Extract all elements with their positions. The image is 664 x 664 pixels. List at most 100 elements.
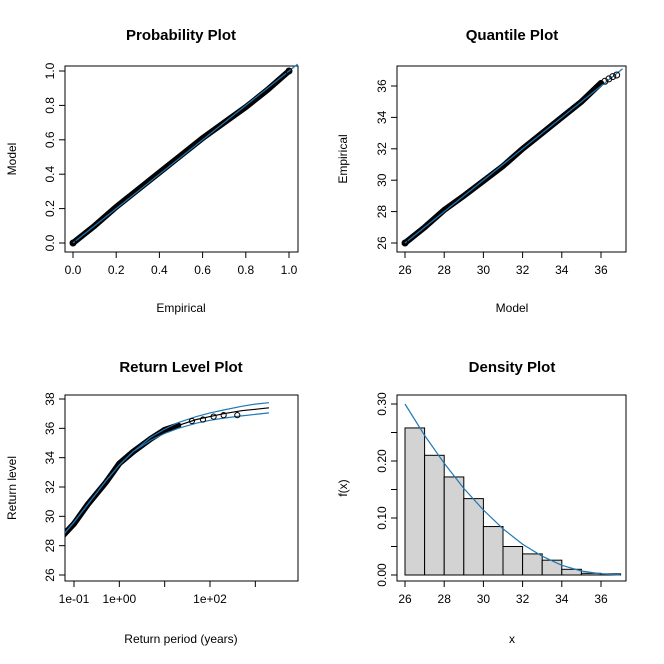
data-point (220, 412, 227, 419)
x-tick-label: 0.4 (151, 263, 168, 277)
x-tick-label: 1e+02 (193, 592, 227, 606)
histogram-bar (463, 498, 484, 576)
x-tick-label: 0.8 (237, 263, 254, 277)
y-tick-label: 26 (375, 236, 389, 250)
data-point (609, 73, 617, 81)
y-tick-label: 0.00 (375, 563, 389, 587)
x-tick-label: 32 (516, 263, 530, 277)
histogram-bar (443, 476, 465, 576)
plot-title: Return Level Plot (119, 359, 242, 376)
x-axis-label: Model (496, 301, 529, 315)
x-tick-label: 36 (594, 592, 608, 606)
y-tick-label: 30 (43, 509, 57, 523)
histogram-bar (541, 559, 563, 576)
x-tick-label: 32 (516, 592, 530, 606)
histogram-bar (424, 454, 445, 576)
histogram-bar (561, 568, 582, 576)
x-tick-label: 34 (555, 592, 569, 606)
histogram-bars (404, 427, 622, 576)
x-tick-label: 0.6 (194, 263, 211, 277)
return-level-plot: Return Level Plot Return period (years) Re… (5, 359, 299, 646)
y-tick-label: 34 (375, 110, 389, 124)
density-plot: Density Plot x f(x) 26 28 30 32 34 36 0.00 0.10 0.2… (336, 359, 627, 646)
y-tick-label: 0.8 (43, 97, 57, 114)
data-point (69, 239, 77, 247)
y-tick-label: 1.0 (43, 62, 57, 79)
data-point (401, 239, 409, 247)
plot-title: Probability Plot (126, 27, 236, 44)
y-tick-label: 0.10 (375, 506, 389, 530)
return-level-curves (65, 402, 270, 538)
y-tick-label: 0.30 (375, 392, 389, 416)
y-tick-label: 36 (43, 421, 57, 435)
y-axis: 0.00 0.10 0.20 0.30 (375, 392, 398, 587)
y-axis-label: f(x) (336, 479, 350, 496)
x-axis: 1e-01 1e+00 1e+02 (59, 580, 256, 606)
histogram-bar (522, 553, 543, 576)
x-tick-label: 0.2 (108, 263, 125, 277)
reference-line (72, 63, 299, 244)
empirical-points-band (70, 68, 292, 246)
data-point (210, 413, 217, 420)
x-axis-label: Return period (years) (124, 632, 237, 646)
reference-line (404, 68, 623, 244)
y-tick-label: 28 (43, 539, 57, 553)
x-axis: 0.0 0.2 0.4 0.6 0.8 1.0 (65, 251, 298, 277)
y-tick-label: 32 (43, 480, 57, 494)
x-tick-label: 36 (594, 263, 608, 277)
empirical-points-band (65, 422, 182, 538)
x-tick-label: 1e-01 (59, 592, 90, 606)
data-point (605, 75, 613, 83)
histogram-bar (482, 526, 504, 576)
y-tick-label: 34 (43, 451, 57, 465)
y-tick-label: 0.6 (43, 131, 57, 148)
y-axis-label: Empirical (336, 134, 350, 183)
y-tick-label: 32 (375, 142, 389, 156)
x-axis: 26 28 30 32 34 36 (398, 251, 608, 277)
data-point (188, 417, 196, 425)
upper-bound-curve (65, 402, 270, 534)
y-tick-label: 36 (375, 79, 389, 93)
x-tick-label: 0.0 (65, 263, 82, 277)
x-axis-label: Empirical (156, 301, 205, 315)
x-tick-label: 1.0 (281, 263, 298, 277)
y-axis: 0.0 0.2 0.4 0.6 0.8 1.0 (43, 62, 66, 251)
data-point (613, 71, 621, 79)
x-tick-label: 28 (438, 263, 452, 277)
x-tick-label: 30 (477, 592, 491, 606)
y-tick-label: 0.0 (43, 234, 57, 251)
x-tick-label: 34 (555, 263, 569, 277)
data-point (285, 67, 293, 75)
lower-bound-curve (65, 412, 270, 534)
y-axis: 26 28 30 32 34 36 38 (43, 392, 66, 582)
y-tick-label: 0.4 (43, 166, 57, 183)
x-tick-label: 26 (398, 592, 412, 606)
x-tick-label: 28 (438, 592, 452, 606)
y-axis: 26 28 30 32 34 36 (375, 79, 398, 250)
y-tick-label: 30 (375, 173, 389, 187)
x-axis: 26 28 30 32 34 36 (398, 580, 608, 606)
density-curve (404, 403, 621, 576)
histogram-bar (502, 546, 524, 576)
y-tick-label: 26 (43, 568, 57, 582)
y-tick-label: 38 (43, 392, 57, 406)
y-axis-label: Return level (5, 456, 19, 520)
y-tick-label: 0.20 (375, 449, 389, 473)
x-axis-label: x (509, 632, 515, 646)
data-point (199, 416, 207, 423)
plot-title: Density Plot (469, 359, 556, 376)
x-tick-label: 30 (477, 263, 491, 277)
data-point (234, 412, 241, 419)
y-tick-label: 28 (375, 205, 389, 219)
x-tick-label: 1e+00 (102, 592, 136, 606)
x-tick-label: 26 (398, 263, 412, 277)
histogram-bar (404, 427, 426, 576)
y-axis-label: Model (5, 143, 19, 176)
y-tick-label: 0.2 (43, 200, 57, 217)
data-point (601, 77, 609, 85)
plot-title: Quantile Plot (466, 27, 559, 44)
